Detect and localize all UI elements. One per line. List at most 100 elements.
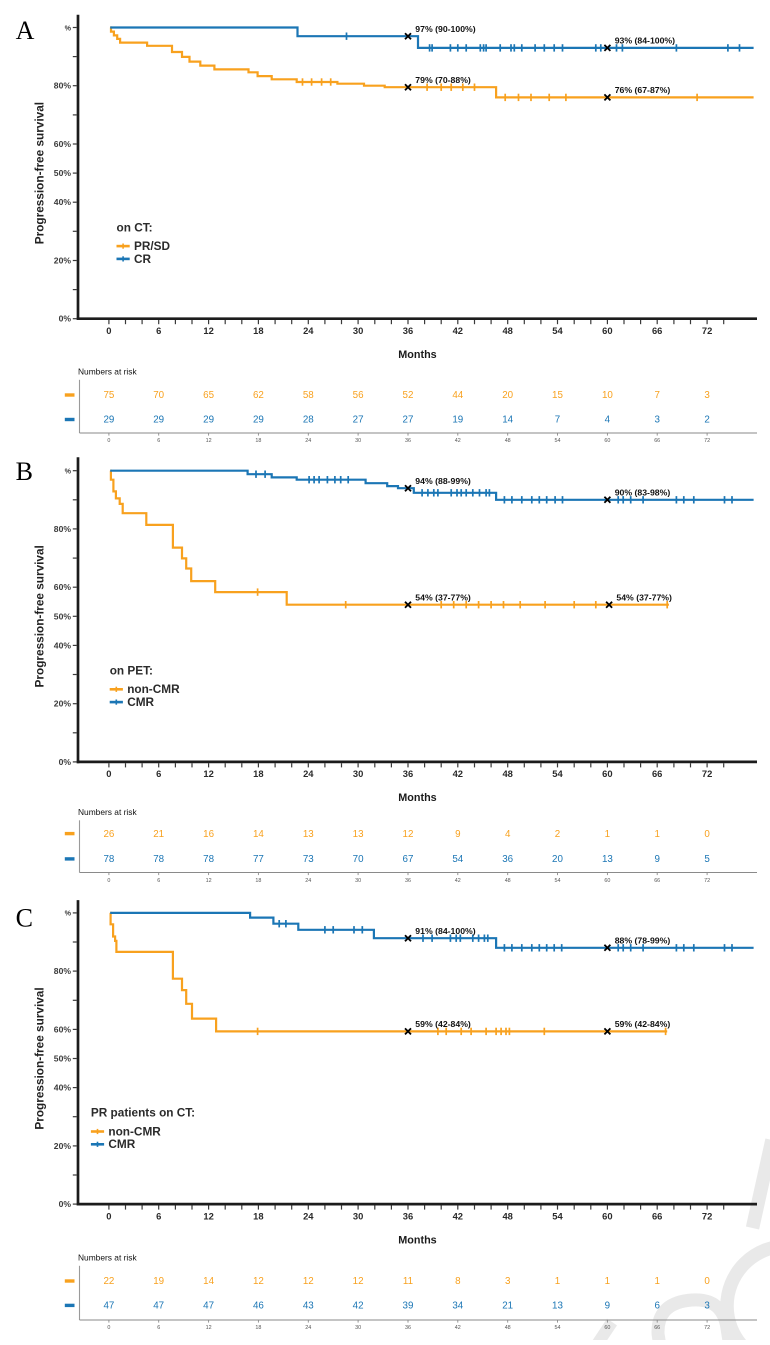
svg-text:72: 72	[704, 438, 710, 444]
svg-text:20%: 20%	[54, 256, 72, 266]
svg-text:18: 18	[253, 768, 263, 779]
svg-text:20%: 20%	[54, 699, 72, 709]
svg-text:90% (83-98%): 90% (83-98%)	[615, 488, 671, 498]
svg-text:10: 10	[602, 390, 613, 401]
svg-text:1: 1	[555, 1276, 560, 1287]
svg-text:3: 3	[704, 390, 710, 401]
svg-text:20: 20	[552, 854, 563, 865]
svg-text:3: 3	[505, 1276, 511, 1287]
svg-text:1: 1	[654, 829, 659, 840]
svg-text:18: 18	[255, 878, 261, 884]
svg-text:%: %	[65, 467, 72, 476]
svg-text:48: 48	[502, 1210, 512, 1221]
svg-text:40%: 40%	[54, 1083, 72, 1093]
svg-text:50%: 50%	[54, 1054, 72, 1064]
svg-text:%: %	[65, 23, 72, 32]
svg-text:36: 36	[502, 854, 513, 865]
svg-text:Months: Months	[398, 349, 436, 361]
svg-text:77: 77	[253, 854, 264, 865]
svg-text:48: 48	[505, 878, 511, 884]
svg-text:7: 7	[555, 415, 560, 426]
svg-text:54: 54	[552, 1210, 563, 1221]
svg-text:13: 13	[602, 854, 613, 865]
svg-text:39: 39	[403, 1301, 414, 1312]
svg-text:27: 27	[353, 415, 364, 426]
svg-text:76% (67-87%): 76% (67-87%)	[615, 85, 671, 95]
svg-text:12: 12	[203, 325, 213, 336]
svg-text:29: 29	[103, 415, 114, 426]
svg-text:40%: 40%	[54, 197, 72, 207]
svg-text:CMR: CMR	[127, 695, 154, 709]
svg-text:58: 58	[303, 390, 314, 401]
svg-text:36: 36	[405, 1325, 411, 1331]
svg-text:28: 28	[303, 415, 314, 426]
svg-text:19: 19	[452, 415, 463, 426]
svg-text:12: 12	[303, 1276, 314, 1287]
svg-text:79% (70-88%): 79% (70-88%)	[415, 75, 471, 85]
svg-text:A: A	[16, 16, 35, 45]
svg-text:60: 60	[602, 1210, 612, 1221]
svg-text:Numbers at risk: Numbers at risk	[78, 366, 137, 376]
svg-text:2: 2	[704, 415, 709, 426]
svg-text:6: 6	[156, 1210, 161, 1221]
svg-text:6: 6	[156, 768, 161, 779]
svg-text:0: 0	[106, 1210, 111, 1221]
svg-text:21: 21	[153, 829, 164, 840]
svg-text:29: 29	[203, 415, 214, 426]
svg-text:60: 60	[602, 325, 612, 336]
svg-text:0: 0	[107, 878, 110, 884]
svg-text:36: 36	[403, 325, 413, 336]
svg-text:54: 54	[555, 1325, 561, 1331]
svg-text:12: 12	[253, 1276, 264, 1287]
svg-text:34: 34	[452, 1301, 463, 1312]
svg-text:27: 27	[403, 415, 414, 426]
svg-text:54: 54	[555, 438, 561, 444]
svg-text:47: 47	[103, 1301, 114, 1312]
svg-text:24: 24	[305, 878, 311, 884]
svg-text:12: 12	[206, 1325, 212, 1331]
svg-text:6: 6	[157, 438, 160, 444]
svg-text:60: 60	[604, 438, 610, 444]
svg-text:6: 6	[157, 1325, 160, 1331]
svg-text:30: 30	[355, 1325, 361, 1331]
svg-text:1: 1	[654, 1276, 659, 1287]
svg-text:48: 48	[502, 768, 512, 779]
svg-text:40%: 40%	[54, 640, 72, 650]
svg-text:18: 18	[253, 325, 263, 336]
svg-text:36: 36	[405, 878, 411, 884]
svg-text:48: 48	[505, 1325, 511, 1331]
svg-text:54% (37-77%): 54% (37-77%)	[616, 592, 672, 602]
svg-text:0: 0	[704, 1276, 710, 1287]
svg-text:36: 36	[403, 768, 413, 779]
svg-text:12: 12	[203, 768, 213, 779]
svg-text:60%: 60%	[54, 582, 72, 592]
svg-text:52: 52	[403, 390, 414, 401]
svg-text:78: 78	[103, 854, 114, 865]
svg-text:59% (42-84%): 59% (42-84%)	[615, 1019, 671, 1029]
svg-text:12: 12	[206, 878, 212, 884]
svg-text:9: 9	[455, 829, 460, 840]
svg-text:Months: Months	[398, 1234, 436, 1246]
svg-text:36: 36	[403, 1210, 413, 1221]
svg-text:30: 30	[353, 1210, 363, 1221]
svg-text:0%: 0%	[59, 1199, 72, 1209]
svg-text:42: 42	[453, 1210, 463, 1221]
svg-text:59% (42-84%): 59% (42-84%)	[415, 1019, 471, 1029]
svg-text:6: 6	[156, 325, 161, 336]
svg-text:on CT:: on CT:	[117, 220, 153, 234]
svg-text:14: 14	[253, 829, 264, 840]
svg-text:Progression-free survival: Progression-free survival	[33, 102, 47, 244]
svg-text:Progression-free survival: Progression-free survival	[33, 545, 47, 687]
svg-text:91% (84-100%): 91% (84-100%)	[415, 926, 475, 936]
svg-text:1: 1	[605, 829, 610, 840]
svg-text:24: 24	[305, 1325, 311, 1331]
svg-text:20%: 20%	[54, 1141, 72, 1151]
svg-text:13: 13	[353, 829, 364, 840]
svg-text:62: 62	[253, 390, 264, 401]
svg-text:80%: 80%	[54, 966, 72, 976]
svg-text:14: 14	[502, 415, 513, 426]
svg-text:66: 66	[654, 438, 660, 444]
svg-text:47: 47	[153, 1301, 164, 1312]
svg-text:0: 0	[106, 768, 111, 779]
svg-text:30: 30	[353, 768, 363, 779]
